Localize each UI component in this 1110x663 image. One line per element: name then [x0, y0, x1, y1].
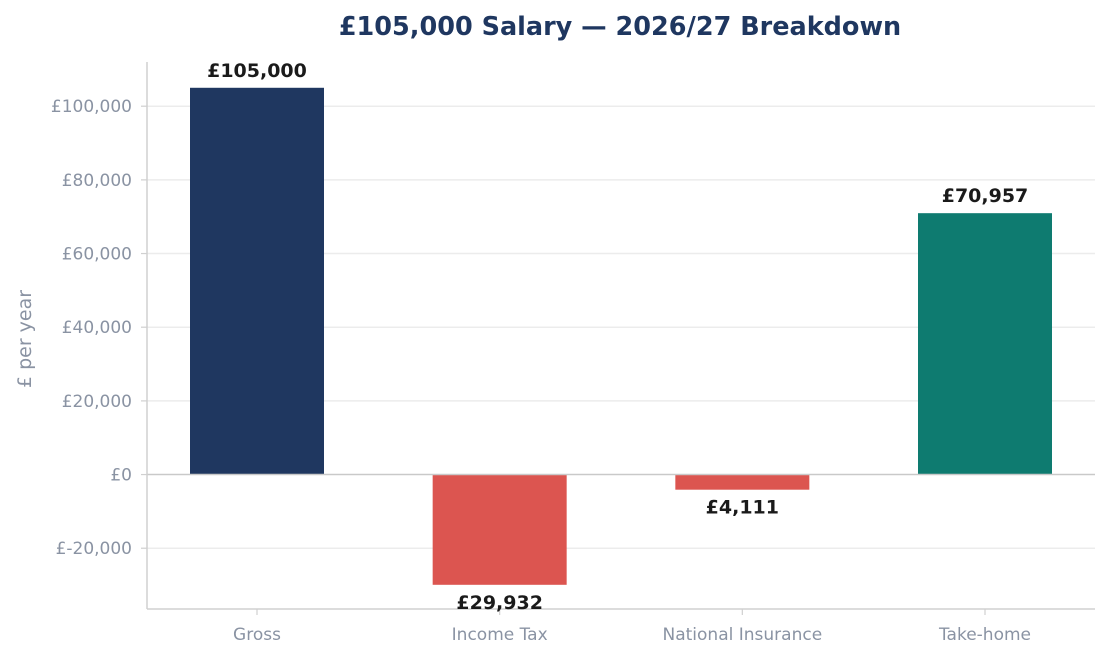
- data-label: £105,000: [207, 60, 307, 82]
- x-tick-label: Gross: [233, 625, 281, 645]
- chart-title: £105,000 Salary — 2026/27 Breakdown: [339, 12, 901, 42]
- data-label: £4,111: [706, 497, 779, 519]
- bar-gross: [190, 87, 324, 475]
- x-tick-label: Income Tax: [452, 625, 548, 645]
- data-labels: £105,000 £29,932 £4,111 £70,957: [207, 60, 1028, 614]
- y-tick-label: £20,000: [62, 392, 132, 412]
- data-label: £70,957: [942, 185, 1029, 207]
- y-tick-label: £100,000: [51, 97, 132, 117]
- y-tick-label: £80,000: [62, 171, 132, 191]
- bar-national-insurance: [675, 474, 810, 490]
- x-tick-label: National Insurance: [663, 625, 823, 645]
- bar-income-tax: [432, 474, 567, 585]
- x-tick-label: Take-home: [938, 625, 1031, 645]
- y-axis-title: £ per year: [14, 290, 36, 388]
- y-tick-label: £-20,000: [56, 539, 132, 559]
- axes: £-20,000 £0 £20,000 £40,000 £60,000 £80,000 £1…: [51, 62, 1095, 645]
- y-tick-label: £0: [110, 466, 132, 486]
- bars: [190, 87, 1052, 585]
- data-label: £29,932: [456, 592, 543, 614]
- y-tick-label: £40,000: [62, 318, 132, 338]
- y-tick-label: £60,000: [62, 245, 132, 265]
- bar-take-home: [918, 213, 1052, 475]
